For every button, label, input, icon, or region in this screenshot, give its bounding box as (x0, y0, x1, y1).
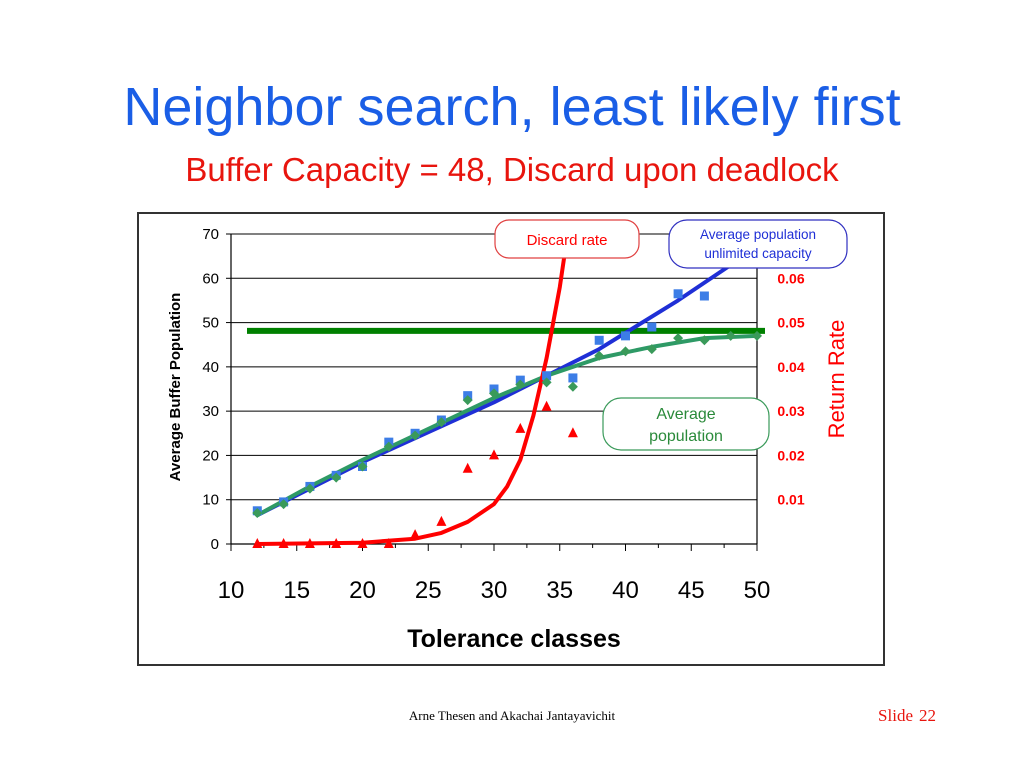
unlimited-point (647, 322, 657, 332)
x-tick-label: 15 (283, 577, 310, 604)
discard-point (567, 427, 578, 438)
y2-axis-label: Return Rate (824, 320, 849, 439)
unlimited-callout (668, 219, 848, 269)
x-tick-label: 10 (218, 577, 245, 604)
x-tick-label: 50 (744, 577, 771, 604)
unlimited-point (568, 373, 578, 383)
average-point (357, 461, 368, 472)
average-point (567, 381, 578, 392)
average-callout-line1: Average (656, 406, 715, 423)
y-tick-label: 40 (202, 359, 219, 376)
footer-author: Arne Thesen and Akachai Jantayavichit (408, 708, 616, 723)
y2-tick-label: 0.06 (777, 270, 804, 286)
x-tick-label: 45 (678, 577, 705, 604)
average-point (725, 330, 736, 341)
unlimited-point (673, 289, 683, 299)
slide-subtitle: Buffer Capacity = 48, Discard upon deadl… (185, 151, 839, 188)
slide-title: Neighbor search, least likely first (123, 77, 901, 137)
discard-point (331, 538, 342, 548)
average-point (515, 379, 526, 390)
average-point (699, 335, 710, 346)
chart-frame: 0 10 20 30 40 50 60 70 10 15 20 25 30 35 40 45 50 0.01 0.0… (137, 212, 885, 666)
y2-tick-label: 0.05 (777, 315, 804, 331)
discard-point (252, 538, 263, 548)
discard-point (410, 529, 421, 540)
slide-label: Slide (878, 706, 913, 725)
average-point (489, 388, 499, 399)
average-point (646, 344, 657, 355)
average-point (410, 430, 421, 441)
y-tick-label: 20 (202, 447, 219, 464)
slide-number-value: 22 (919, 706, 936, 725)
average-point (278, 499, 289, 510)
discard-point (462, 462, 473, 473)
x-tick-label: 25 (415, 577, 442, 604)
y-tick-label: 70 (202, 226, 219, 243)
unlimited-point (621, 331, 630, 341)
y2-tick-label: 0.02 (777, 447, 804, 463)
discard-point (278, 538, 289, 548)
y-tick-label: 10 (202, 492, 219, 509)
average-point (594, 350, 605, 361)
average-point (752, 330, 762, 341)
y-tick-label: 0 (211, 536, 219, 553)
average-point (436, 417, 447, 428)
average-point (541, 377, 552, 388)
discard-point (436, 515, 447, 526)
discard-callout (494, 219, 640, 259)
discard-point (515, 422, 526, 433)
average-point (383, 441, 394, 452)
discard-point (304, 538, 315, 548)
discard-point (541, 400, 552, 411)
discard-point (357, 538, 368, 548)
unlimited-point (699, 291, 709, 301)
average-point (331, 472, 342, 483)
average-point (252, 508, 263, 518)
chart: 0 10 20 30 40 50 60 70 10 15 20 25 30 35 40 45 50 0.01 0.0… (167, 219, 849, 653)
y-axis-label: Average Buffer Population (167, 293, 184, 482)
discard-point (489, 449, 499, 460)
y2-tick-label: 0.04 (777, 359, 804, 375)
y-tick-label: 60 (202, 270, 219, 287)
x-tick-label: 35 (546, 577, 573, 604)
unlimited-callout-line2: unlimited capacity (704, 246, 812, 261)
y-tick-label: 50 (202, 315, 219, 332)
y-tick-label: 30 (202, 403, 219, 420)
x-tick-label: 30 (481, 577, 508, 604)
slide-number: Slide 22 (872, 706, 936, 726)
unlimited-callout-line1: Average population (700, 227, 816, 242)
average-callout-line2: population (649, 428, 723, 445)
discard-point (383, 538, 394, 548)
average-point (304, 483, 315, 494)
unlimited-point (594, 335, 604, 345)
x-axis-label: Tolerance classes (407, 625, 621, 653)
average-point (673, 333, 684, 344)
average-callout (602, 397, 770, 451)
discard-fit-line (255, 232, 570, 546)
y2-tick-label: 0.01 (777, 492, 804, 508)
y2-tick-label: 0.03 (777, 403, 804, 419)
x-tick-label: 40 (612, 577, 639, 604)
x-tick-label: 20 (349, 577, 376, 604)
discard-callout-label: Discard rate (527, 232, 608, 249)
average-point (620, 346, 631, 357)
unlimited-point (542, 371, 552, 381)
average-point (462, 395, 473, 406)
